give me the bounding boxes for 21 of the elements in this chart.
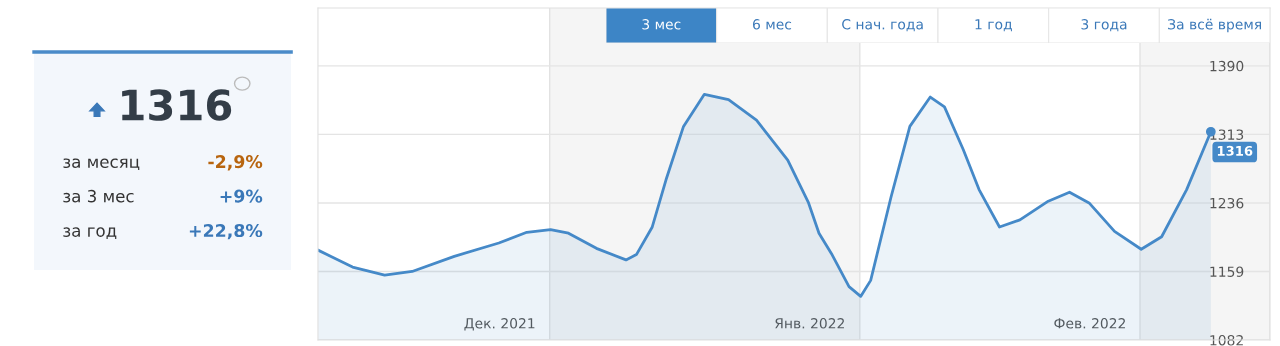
data-label: -2,9% — [208, 155, 263, 171]
category-label: 3 года — [1081, 19, 1127, 32]
x-tick-label: Янв. 2022 — [775, 318, 844, 329]
category-label: 1 год — [975, 19, 1012, 32]
category-label: 6 мес — [752, 19, 792, 30]
x-tick-label: Фев. 2022 — [1054, 318, 1125, 329]
data-label: +9% — [220, 189, 263, 203]
y-tick-label: 1082 — [1210, 334, 1243, 346]
y-tick-label: 1390 — [1210, 60, 1244, 72]
category-label: С нач. года — [842, 19, 923, 32]
data-label: +22,8% — [189, 223, 263, 240]
y-tick-label: 1236 — [1210, 197, 1244, 209]
category-label: за месяц — [63, 158, 140, 171]
data-label: 1316 — [1217, 145, 1253, 156]
text: 1316 — [122, 89, 232, 121]
category-label: за год — [63, 227, 117, 239]
category-label: 3 мес — [642, 19, 681, 30]
x-tick-label: Дек. 2021 — [464, 318, 535, 331]
category-label: За всё время — [1168, 18, 1261, 33]
category-label: за 3 мес — [63, 189, 134, 203]
y-tick-label: 1159 — [1210, 266, 1244, 277]
